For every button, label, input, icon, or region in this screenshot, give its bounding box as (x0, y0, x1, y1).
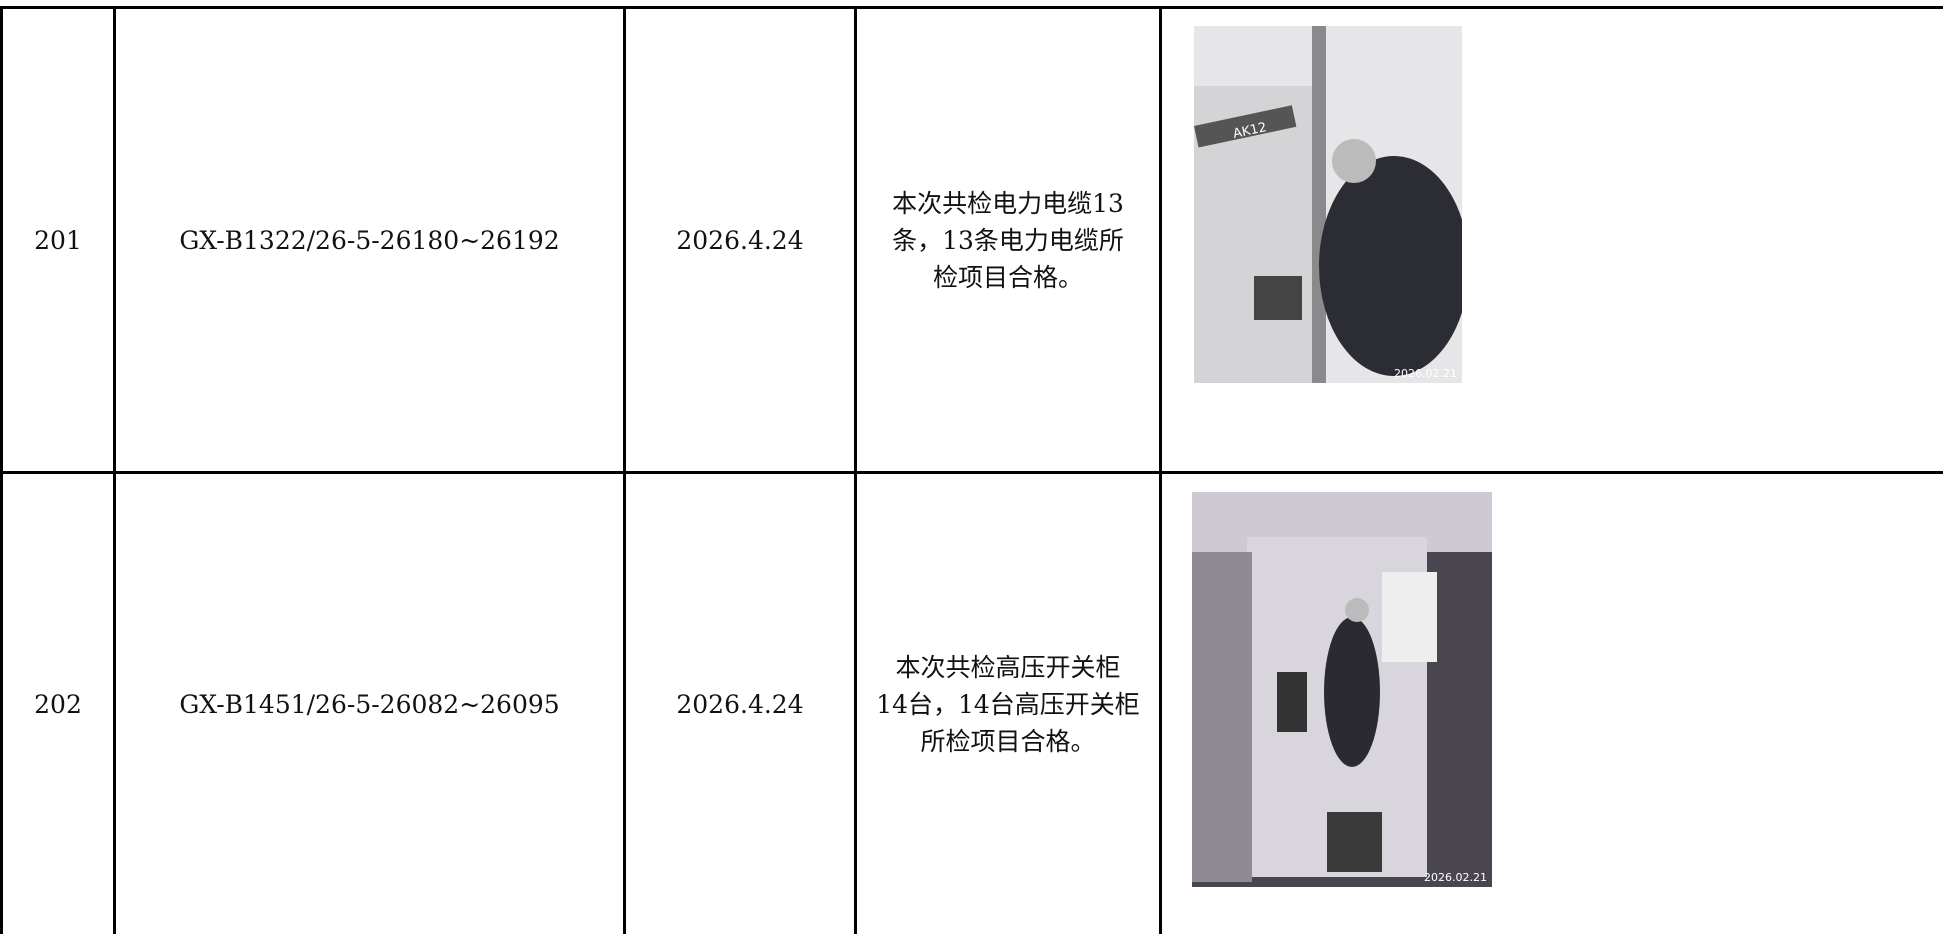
date-cell: 2026.4.24 (626, 9, 854, 471)
column-divider (113, 7, 116, 934)
result-cell: 本次共检电力电缆13 条，13条电力电缆所 检项目合格。 (857, 9, 1159, 471)
photo-timestamp: 2026.02.21 (1424, 871, 1487, 884)
index-text: 201 (34, 225, 82, 255)
photo-timestamp: 2026.02.21 (1394, 367, 1457, 380)
column-divider (623, 7, 626, 934)
result-line: 本次共检高压开关柜 (895, 652, 1121, 682)
door-edge (1312, 26, 1326, 383)
meter (1254, 276, 1302, 320)
worker (1324, 617, 1380, 767)
result-line: 条，13条电力电缆所 (892, 225, 1124, 255)
photo-sign: AK12 (1232, 120, 1268, 142)
code-cell: GX-B1451/26-5-26082~26095 (116, 474, 623, 934)
stool (1327, 812, 1382, 872)
label-plate (1194, 105, 1297, 148)
panel-window (1277, 672, 1307, 732)
code-text: GX-B1451/26-5-26082~26095 (179, 689, 560, 719)
open-door (1382, 572, 1437, 662)
column-divider (0, 7, 3, 934)
result-line: 所检项目合格。 (920, 726, 1096, 756)
result-line: 14台，14台高压开关柜 (876, 689, 1140, 719)
helmet (1345, 598, 1369, 622)
date-cell: 2026.4.24 (626, 474, 854, 934)
column-divider (854, 7, 857, 934)
index-cell: 202 (3, 474, 113, 934)
table-border (0, 6, 1943, 9)
inspection-photo: 2026.02.21 (1192, 492, 1492, 887)
index-text: 202 (34, 689, 82, 719)
date-text: 2026.4.24 (676, 225, 804, 255)
cabinet-side (1192, 552, 1252, 882)
code-text: GX-B1322/26-5-26180~26192 (179, 225, 560, 255)
column-divider (1159, 7, 1162, 934)
helmet (1332, 139, 1376, 183)
result-line: 检项目合格。 (932, 262, 1083, 292)
row-divider (0, 471, 1943, 474)
result-line: 本次共检电力电缆13 (892, 188, 1124, 218)
result-cell: 本次共检高压开关柜 14台，14台高压开关柜 所检项目合格。 (857, 474, 1159, 934)
index-cell: 201 (3, 9, 113, 471)
inspection-photo: AK12 2026.02.21 (1194, 26, 1462, 383)
code-cell: GX-B1322/26-5-26180~26192 (116, 9, 623, 471)
worker (1319, 156, 1462, 376)
date-text: 2026.4.24 (676, 689, 804, 719)
